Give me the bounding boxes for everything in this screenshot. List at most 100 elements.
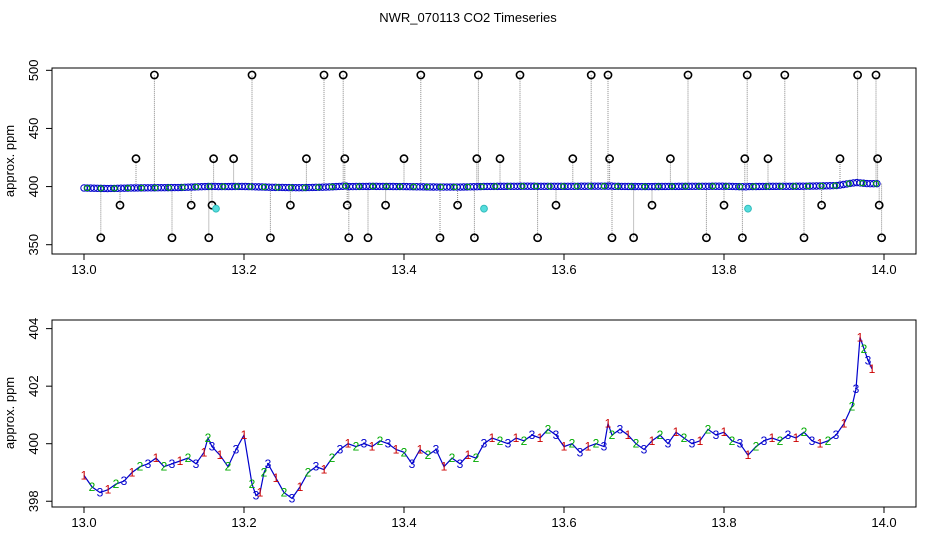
series-marker: 1 xyxy=(605,417,612,431)
baseline-point-green xyxy=(179,184,186,191)
baseline-point-green xyxy=(464,183,472,190)
calibration-point xyxy=(799,233,809,243)
series-marker: 1 xyxy=(561,440,568,454)
baseline-point-green xyxy=(192,183,200,190)
series-marker: 3 xyxy=(689,437,696,451)
series-marker: 3 xyxy=(617,422,624,436)
baseline-point-green xyxy=(383,183,390,190)
series-marker: 2 xyxy=(521,434,528,448)
top-xtick-label: 13.6 xyxy=(551,262,576,277)
calibration-point xyxy=(551,200,561,210)
bottom-ytick-label: 400 xyxy=(26,433,41,455)
baseline-point-green xyxy=(832,182,839,189)
series-marker: 3 xyxy=(121,474,128,488)
top-panel: 13.0 13.2 13.4 13.6 13.8 14.0 350 400 450 500 app… xyxy=(2,59,917,277)
calibration-point xyxy=(629,233,638,243)
series-marker: 1 xyxy=(857,330,864,344)
top-xtick-label: 13.2 xyxy=(231,262,256,277)
calibration-point xyxy=(586,70,596,80)
calibration-point xyxy=(265,233,275,243)
series-marker: 2 xyxy=(473,451,480,465)
series-marker: 1 xyxy=(417,442,424,456)
baseline-point-green xyxy=(791,183,798,190)
series-marker: 3 xyxy=(601,440,608,454)
top-panel-marks xyxy=(80,70,886,243)
baseline-point-green xyxy=(668,183,676,190)
series-marker: 1 xyxy=(273,471,280,485)
calibration-point xyxy=(666,154,675,164)
baseline-point-green xyxy=(818,182,825,190)
calibration-point xyxy=(740,154,750,164)
top-panel-axes: 13.0 13.2 13.4 13.6 13.8 14.0 350 400 450 500 xyxy=(26,59,897,277)
series-marker: 1 xyxy=(241,428,248,442)
baseline-point-green xyxy=(328,183,336,190)
series-marker: 2 xyxy=(353,440,360,454)
calibration-point xyxy=(381,200,390,210)
series-marker: 3 xyxy=(193,457,200,471)
series-marker: 2 xyxy=(705,422,712,436)
top-panel-ylabel: approx. ppm xyxy=(2,125,17,197)
baseline-point-green xyxy=(764,183,771,190)
calibration-point xyxy=(204,233,214,243)
calibration-point xyxy=(301,154,311,164)
bottom-panel-frame xyxy=(51,319,917,508)
series-marker: 2 xyxy=(137,460,144,474)
top-xtick-label: 13.4 xyxy=(391,262,416,277)
top-ytick-label: 400 xyxy=(26,176,41,198)
baseline-point-green xyxy=(492,183,499,190)
series-marker: 3 xyxy=(737,437,744,451)
series-marker: 3 xyxy=(713,428,720,442)
flagged-point xyxy=(744,204,752,213)
series-marker: 3 xyxy=(145,457,152,471)
baseline-point-green xyxy=(424,183,431,191)
baseline-point-green xyxy=(356,183,363,190)
bottom-ytick-label: 398 xyxy=(26,490,41,512)
series-marker: 2 xyxy=(401,445,408,459)
calibration-point xyxy=(873,154,882,164)
calibration-point xyxy=(453,200,462,210)
series-marker: 1 xyxy=(257,486,264,500)
series-marker: 3 xyxy=(169,457,176,471)
calibration-point xyxy=(115,200,125,210)
baseline-point-green xyxy=(233,183,240,190)
series-marker: 2 xyxy=(497,434,504,448)
series-line xyxy=(83,337,873,500)
baseline-point-green xyxy=(369,183,376,190)
calibration-point xyxy=(472,154,482,164)
calibration-point xyxy=(399,154,409,164)
series-marker: 3 xyxy=(97,486,104,500)
top-xtick-label: 14.0 xyxy=(871,262,896,277)
baseline-point-green xyxy=(437,183,444,191)
baseline-point-green xyxy=(573,183,580,190)
series-marker: 1 xyxy=(217,448,224,462)
series-marker: 3 xyxy=(209,440,216,454)
calibration-point xyxy=(247,70,257,80)
series-marker: 1 xyxy=(537,431,544,445)
calibration-point xyxy=(835,154,845,164)
series-marker: 2 xyxy=(777,434,784,448)
series-marker: 1 xyxy=(585,440,592,454)
series-marker: 1 xyxy=(153,451,160,465)
series-marker: 3 xyxy=(577,445,584,459)
calibration-point xyxy=(149,70,159,80)
series-marker: 1 xyxy=(441,460,448,474)
bottom-xtick-label: 14.0 xyxy=(871,515,896,530)
series-marker: 1 xyxy=(393,442,400,456)
flagged-point xyxy=(480,204,488,213)
series-marker: 3 xyxy=(505,437,512,451)
series-marker: 3 xyxy=(553,428,560,442)
series-marker: 2 xyxy=(89,480,96,494)
series-marker: 2 xyxy=(329,451,336,465)
bottom-xtick-label: 13.0 xyxy=(71,515,96,530)
calibration-point xyxy=(473,70,483,80)
series-marker: 3 xyxy=(289,491,296,505)
series-marker: 2 xyxy=(849,399,856,413)
baseline-point-green xyxy=(560,183,567,190)
baseline-point-green xyxy=(111,185,118,192)
calibration-point xyxy=(603,70,613,80)
series-marker: 3 xyxy=(433,442,440,456)
series-marker: 2 xyxy=(185,451,192,465)
series-marker: 2 xyxy=(729,434,736,448)
series-marker: 3 xyxy=(313,460,320,474)
